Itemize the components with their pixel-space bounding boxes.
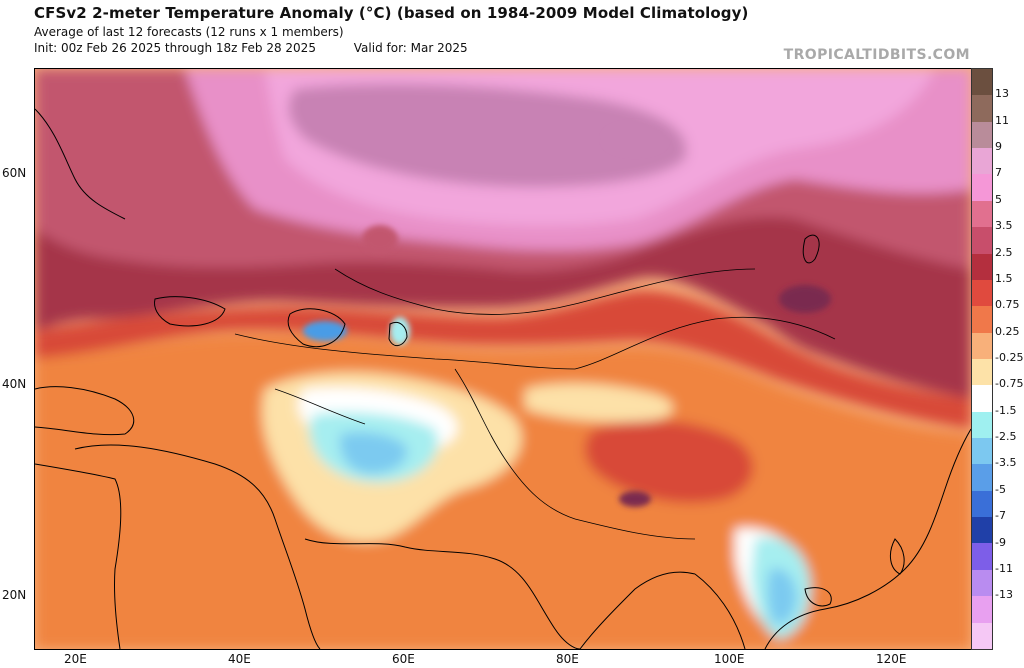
colorbar-segment <box>972 121 992 149</box>
colorbar-segment <box>972 517 992 544</box>
arabia-coast <box>74 444 321 649</box>
lon-label-100e: 100E <box>714 652 745 666</box>
colorbar-label: -0.25 <box>995 351 1024 364</box>
colorbar-label: 0.75 <box>995 298 1020 312</box>
taiwan <box>889 538 905 575</box>
colorbar-label: 11 <box>995 113 1009 127</box>
info-row: Init: 00z Feb 26 2025 through 18z Feb 28… <box>34 41 1014 55</box>
colorbar-label: 2.5 <box>995 245 1013 259</box>
colorbar-label: 1.5 <box>995 271 1013 285</box>
page-title: CFSv2 2-meter Temperature Anomaly (°C) (… <box>34 4 749 22</box>
colorbar <box>971 68 993 650</box>
lon-label-120e: 120E <box>876 652 907 666</box>
indochina-blue <box>767 568 797 625</box>
border-himalaya <box>574 518 696 540</box>
valid-text: Valid for: Mar 2025 <box>353 41 468 55</box>
header: CFSv2 2-meter Temperature Anomaly (°C) (… <box>34 4 1014 55</box>
anomaly-map <box>34 68 972 650</box>
colorbar-segment <box>972 148 992 175</box>
border-russia-kazakhstan <box>334 268 756 315</box>
colorbar-label: -5 <box>995 482 1006 496</box>
mediterranean-east <box>35 386 135 436</box>
colorbar-segment <box>972 596 992 623</box>
tibet-red <box>584 420 754 503</box>
colorbar-label: 7 <box>995 166 1002 180</box>
colorbar-label: 13 <box>995 87 1009 101</box>
aral-cyan <box>390 317 410 345</box>
colorbar-segment <box>972 385 992 412</box>
scandinavia <box>35 108 126 220</box>
colorbar-label: 5 <box>995 192 1002 206</box>
colorbar-label: -9 <box>995 535 1006 549</box>
colorbar-label: -1.5 <box>995 403 1017 417</box>
country-borders <box>234 268 836 540</box>
colorbar-segment <box>972 464 992 491</box>
colorbar-segment <box>972 69 992 96</box>
aral-sea <box>388 322 408 346</box>
colorbar-segment <box>972 438 992 465</box>
colorbar-label: 0.25 <box>995 324 1020 338</box>
colorbar-segment <box>972 279 992 307</box>
bay-of-bengal <box>579 571 696 649</box>
burma-coast <box>694 573 746 649</box>
colorbar-label: -11 <box>995 561 1013 575</box>
colorbar-segment <box>972 332 992 359</box>
colorbar-label: -3.5 <box>995 456 1017 470</box>
brand-watermark: TROPICALTIDBITS.COM <box>783 47 970 63</box>
mauve-core <box>288 83 687 188</box>
colorbar-segment <box>972 411 992 439</box>
map-svg <box>35 69 971 649</box>
border-iran <box>274 388 366 425</box>
colorbar-segment <box>972 622 992 649</box>
baikal <box>802 234 820 264</box>
border-mongolia-china <box>574 316 836 370</box>
colorbar-segment <box>972 543 992 570</box>
colorbar-segment <box>972 358 992 386</box>
mongolia-dark <box>779 285 831 313</box>
border-afghanistan <box>454 368 576 520</box>
colorbar-segment <box>972 306 992 333</box>
lat-label-40n: 40N <box>2 377 27 391</box>
hainan <box>804 587 832 607</box>
colorbar-label: -2.5 <box>995 430 1017 444</box>
caspian-blue <box>303 321 347 341</box>
tibet-dark <box>619 491 651 507</box>
coastlines <box>35 108 971 649</box>
lon-label-20e: 20E <box>64 652 87 666</box>
pale-zone-east <box>525 383 674 422</box>
colorbar-label: -0.75 <box>995 377 1024 391</box>
colorbar-segment <box>972 227 992 254</box>
colorbar-segment <box>972 95 992 122</box>
light-blue-pocket <box>339 432 408 474</box>
colorbar-segment <box>972 200 992 228</box>
colorbar-label: -7 <box>995 509 1006 523</box>
red-belt <box>35 290 971 429</box>
black-sea <box>154 296 226 327</box>
colorbar-label: 3.5 <box>995 219 1013 233</box>
subtitle: Average of last 12 forecasts (12 runs x … <box>34 25 344 39</box>
india-coast-west <box>304 538 581 649</box>
red-sea-coast <box>35 463 122 649</box>
colorbar-segment <box>972 253 992 280</box>
lon-label-60e: 60E <box>392 652 415 666</box>
colorbar-label: -13 <box>995 588 1013 602</box>
lon-label-40e: 40E <box>228 652 251 666</box>
anomaly-details <box>303 125 831 507</box>
anomaly-field <box>35 69 971 649</box>
lat-label-60n: 60N <box>2 166 27 180</box>
colorbar-segment <box>972 490 992 518</box>
border-central-asia <box>234 333 576 370</box>
caspian-sea <box>287 308 346 348</box>
init-text: Init: 00z Feb 26 2025 through 18z Feb 28… <box>34 41 316 55</box>
siberia-mauve <box>605 125 665 153</box>
colorbar-label: 9 <box>995 140 1002 154</box>
china-coast <box>764 428 971 649</box>
colorbar-segment <box>972 174 992 201</box>
urals-pink <box>362 225 398 253</box>
lat-label-20n: 20N <box>2 588 27 602</box>
lon-label-80e: 80E <box>556 652 579 666</box>
colorbar-segment <box>972 569 992 597</box>
